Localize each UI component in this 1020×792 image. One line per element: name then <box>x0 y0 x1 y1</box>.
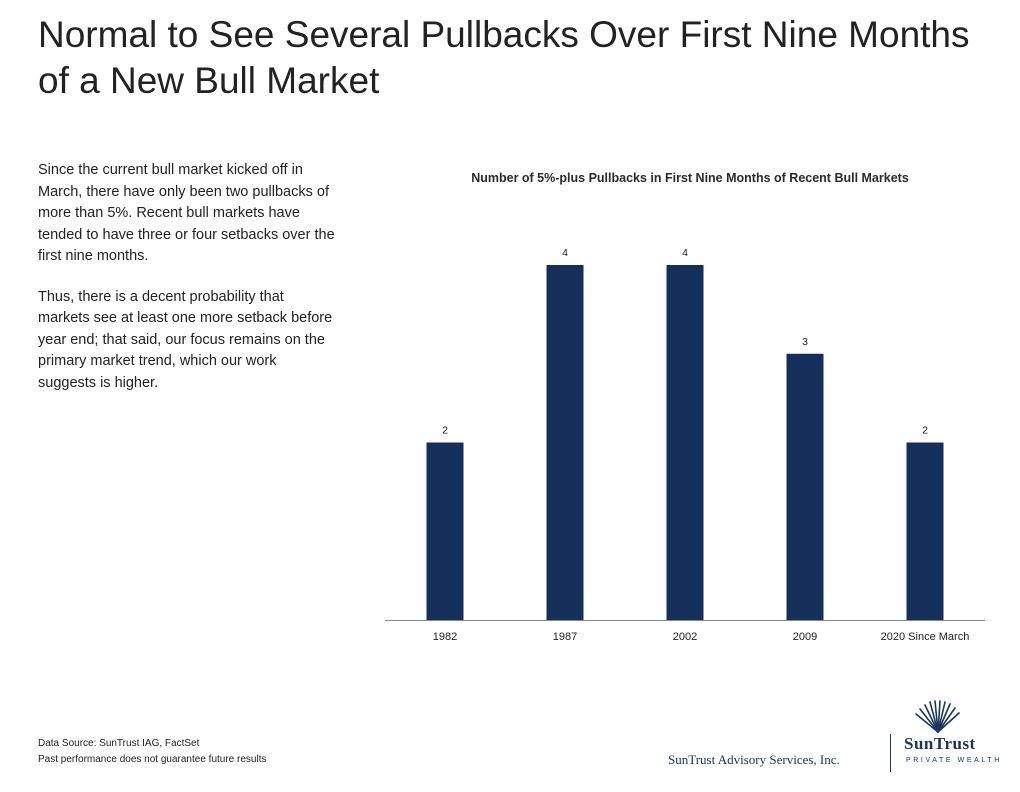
data-label: 4 <box>562 247 568 259</box>
x-tick-label: 2002 <box>673 631 697 643</box>
data-label: 2 <box>442 425 448 437</box>
commentary-paragraph: Since the current bull market kicked off… <box>38 162 335 264</box>
data-source-note: Data Source: SunTrust IAG, FactSet <box>38 738 200 749</box>
bar-1987 <box>546 265 584 620</box>
data-label: 2 <box>922 425 928 437</box>
bar-2002 <box>666 265 704 620</box>
bar-2020-since-march <box>906 442 944 620</box>
logo-subtext: PRIVATE WEALTH <box>906 757 1002 764</box>
data-label: 3 <box>802 336 808 348</box>
bar-2009 <box>786 353 824 620</box>
footer-notes: Data Source: SunTrust IAG, FactSet Past … <box>38 736 266 768</box>
disclaimer-note: Past performance does not guarantee futu… <box>38 754 267 765</box>
x-tick-label: 2009 <box>793 631 817 643</box>
slide-title: Normal to See Several Pullbacks Over Fir… <box>38 14 970 101</box>
logo-divider <box>890 734 891 772</box>
x-tick-label: 1987 <box>553 631 577 643</box>
data-label: 4 <box>682 247 688 259</box>
commentary-paragraph: Thus, there is a decent probability that… <box>38 288 333 391</box>
bar-1982 <box>426 442 464 620</box>
company-name: SunTrust Advisory Services, Inc. <box>668 752 840 767</box>
commentary: Since the current bull market kicked off… <box>38 160 338 413</box>
x-tick-label: 2020 Since March <box>881 631 970 643</box>
chart-title: Number of 5%-plus Pullbacks in First Nin… <box>471 171 909 185</box>
logo-wordmark: SunTrust <box>904 734 976 753</box>
suntrust-logo: SunTrust PRIVATE WEALTH <box>898 700 1008 780</box>
x-tick-label: 1982 <box>433 631 457 643</box>
sun-rays-icon <box>915 700 960 733</box>
